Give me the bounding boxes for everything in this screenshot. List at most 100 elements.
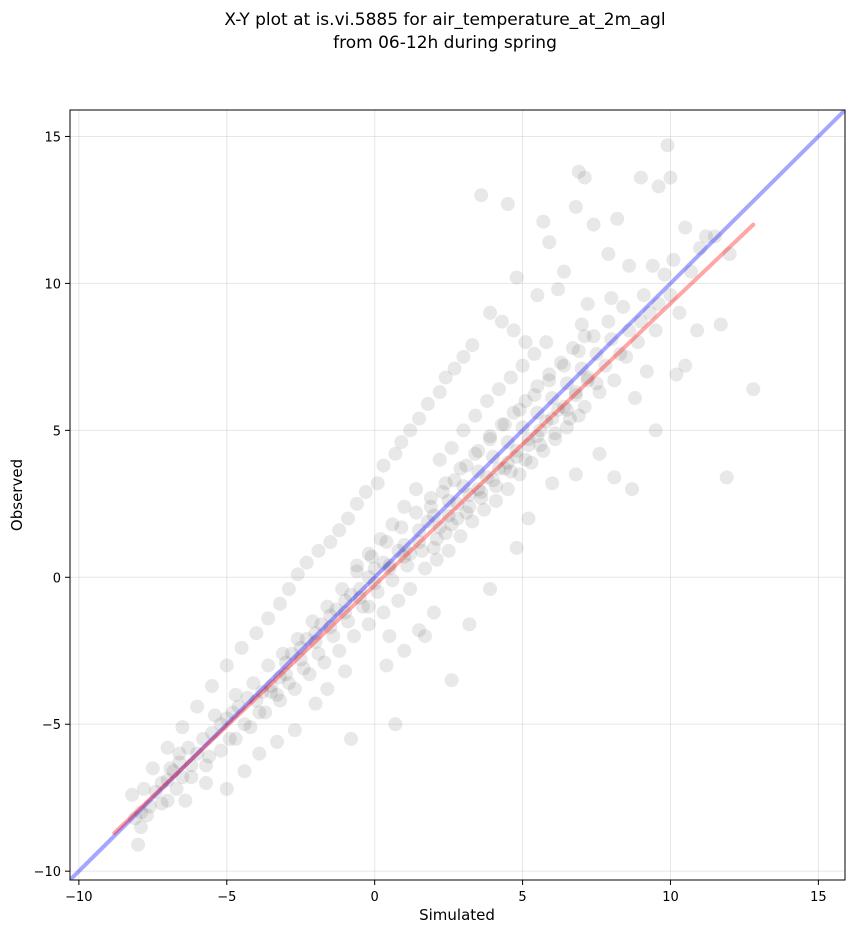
data-point — [397, 499, 412, 514]
data-point — [441, 493, 456, 508]
data-point — [415, 543, 430, 558]
data-point — [636, 288, 651, 303]
data-point — [317, 655, 332, 670]
y-tick-label: 15 — [44, 130, 61, 145]
data-point — [568, 385, 583, 400]
data-point — [417, 561, 432, 576]
data-point — [625, 482, 640, 497]
data-point — [311, 646, 326, 661]
data-point — [601, 247, 616, 262]
data-point — [370, 584, 385, 599]
data-point — [627, 391, 642, 406]
data-point — [237, 764, 252, 779]
data-point — [500, 482, 515, 497]
data-point — [616, 299, 631, 314]
data-point — [465, 514, 480, 529]
data-point — [447, 361, 462, 376]
data-point — [545, 391, 560, 406]
data-point — [204, 679, 219, 694]
data-point — [358, 485, 373, 500]
data-point — [237, 717, 252, 732]
data-point — [645, 258, 660, 273]
data-point — [592, 385, 607, 400]
data-point — [382, 561, 397, 576]
data-point — [376, 605, 391, 620]
data-point — [678, 220, 693, 235]
data-point — [175, 770, 190, 785]
data-point — [678, 358, 693, 373]
data-point — [290, 567, 305, 582]
data-point — [287, 681, 302, 696]
data-point — [367, 576, 382, 591]
data-point — [663, 170, 678, 185]
data-point — [509, 449, 524, 464]
data-point — [219, 781, 234, 796]
data-point — [530, 405, 545, 420]
data-point — [320, 681, 335, 696]
data-point — [252, 746, 267, 761]
data-point — [142, 799, 157, 814]
data-point — [264, 684, 279, 699]
data-point — [672, 305, 687, 320]
data-point — [601, 314, 616, 329]
data-point — [444, 517, 459, 532]
data-point — [432, 452, 447, 467]
data-point — [299, 555, 314, 570]
data-point — [512, 402, 527, 417]
data-point — [249, 693, 264, 708]
data-point — [178, 793, 193, 808]
data-point — [462, 617, 477, 632]
data-point — [450, 496, 465, 511]
data-point — [270, 734, 285, 749]
data-point — [246, 676, 261, 691]
data-point — [474, 490, 489, 505]
data-point — [471, 482, 486, 497]
data-point — [518, 452, 533, 467]
data-point — [145, 761, 160, 776]
data-point — [542, 235, 557, 250]
data-point — [527, 346, 542, 361]
data-point — [305, 614, 320, 629]
data-point — [690, 323, 705, 338]
data-point — [275, 646, 290, 661]
data-point — [515, 358, 530, 373]
data-point — [530, 429, 545, 444]
data-point — [273, 693, 288, 708]
data-point — [228, 687, 243, 702]
data-point — [435, 485, 450, 500]
data-point — [370, 476, 385, 491]
data-point — [412, 623, 427, 638]
data-point — [423, 490, 438, 505]
data-point — [497, 417, 512, 432]
data-point — [172, 755, 187, 770]
data-point — [412, 523, 427, 538]
data-point — [323, 620, 338, 635]
data-point — [278, 667, 293, 682]
data-point — [349, 558, 364, 573]
data-point — [323, 535, 338, 550]
data-point — [222, 731, 237, 746]
data-point — [515, 420, 530, 435]
data-point — [355, 599, 370, 614]
one-to-one-line — [70, 110, 845, 880]
data-point — [234, 640, 249, 655]
data-point — [320, 599, 335, 614]
regression-line — [112, 222, 756, 835]
x-tick-label: −5 — [217, 890, 236, 905]
data-point — [500, 455, 515, 470]
data-point — [133, 805, 148, 820]
data-point — [497, 461, 512, 476]
data-point — [577, 170, 592, 185]
data-point — [471, 464, 486, 479]
data-point — [202, 749, 217, 764]
data-point — [456, 423, 471, 438]
data-point — [746, 382, 761, 397]
data-point — [459, 505, 474, 520]
data-point — [698, 229, 713, 244]
data-point — [622, 258, 637, 273]
data-point — [453, 529, 468, 544]
data-point — [657, 267, 672, 282]
data-point — [184, 770, 199, 785]
data-point — [480, 393, 495, 408]
data-point — [651, 179, 666, 194]
